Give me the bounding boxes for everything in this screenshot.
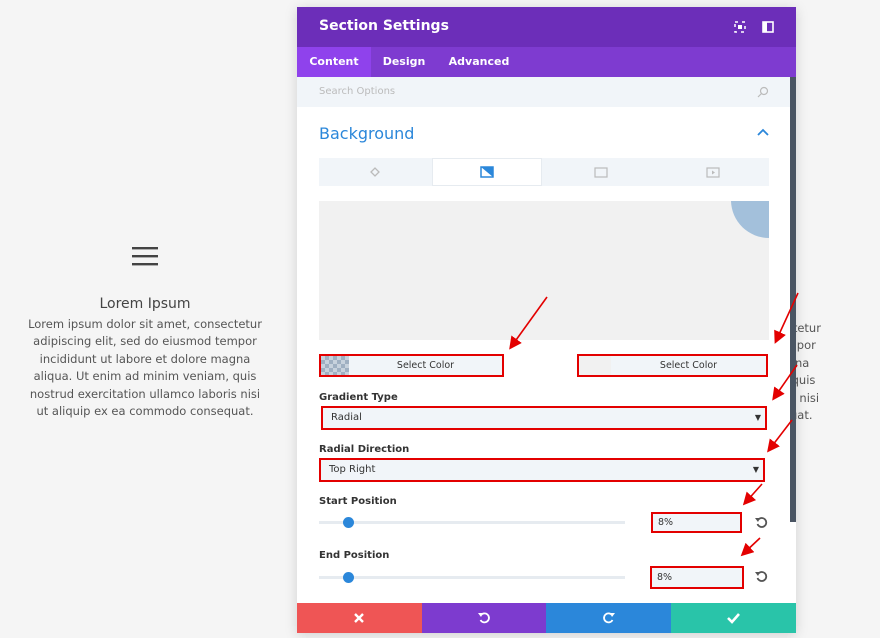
text-column: Lorem Ipsum Lorem ipsum dolor sit amet, … [25, 246, 265, 421]
tab[interactable]: Design [382, 55, 426, 68]
select-value: Radial [331, 412, 362, 423]
save-button[interactable] [671, 603, 796, 633]
redo-button[interactable] [546, 603, 671, 633]
color-picker[interactable]: Select Color [319, 354, 504, 377]
image-icon[interactable] [594, 166, 608, 178]
dock-icon[interactable] [762, 21, 774, 33]
cancel-button[interactable] [297, 603, 422, 633]
heading: Lorem Ipsum [99, 296, 191, 312]
tab-bar: Content Design Advanced [297, 47, 796, 77]
settings-modal: Section Settings Content Design Advanced… [297, 7, 796, 633]
search-icon [757, 86, 769, 98]
picker-label: Select Color [396, 360, 455, 371]
reset-icon[interactable] [755, 570, 768, 583]
color-picker[interactable]: Select Color [577, 354, 768, 377]
field-label: Start Position [319, 496, 397, 507]
search-placeholder: Search Options [319, 86, 396, 97]
color-swatch [579, 356, 611, 375]
search-bar[interactable]: Search Options [297, 77, 790, 107]
number-input[interactable]: 8% [650, 566, 744, 589]
menu-icon[interactable] [131, 246, 159, 268]
slider-thumb[interactable] [343, 517, 354, 528]
color-swatch [321, 356, 349, 375]
slider-track[interactable] [319, 576, 625, 579]
select[interactable]: Top Right ▼ [319, 458, 765, 482]
scrollbar[interactable] [790, 77, 796, 522]
modal-title: Section Settings [319, 18, 449, 34]
video-icon[interactable] [706, 166, 720, 178]
field-label: Radial Direction [319, 444, 410, 455]
select[interactable]: Radial ▼ [321, 406, 767, 430]
undo-button[interactable] [422, 603, 546, 633]
gradient-preview [319, 201, 769, 340]
bg-type-tabs [319, 158, 769, 186]
color-icon[interactable] [369, 166, 381, 178]
gradient-icon [480, 166, 494, 178]
select-value: Top Right [329, 464, 376, 475]
section-title[interactable]: Background [319, 124, 415, 143]
slider-thumb[interactable] [343, 572, 354, 583]
paragraph: Lorem ipsum dolor sit amet, consectetur … [28, 316, 262, 419]
tab[interactable]: Advanced [448, 55, 510, 68]
modal-header: Section Settings [297, 7, 796, 47]
tab[interactable]: Content [297, 47, 371, 77]
field-label: End Position [319, 550, 390, 561]
slider-track[interactable] [319, 521, 625, 524]
fullscreen-icon[interactable] [734, 21, 746, 33]
reset-icon[interactable] [755, 516, 768, 529]
number-input[interactable]: 8% [651, 512, 742, 533]
picker-label: Select Color [659, 360, 718, 371]
collapse-icon[interactable] [757, 128, 769, 136]
field-label: Gradient Type [319, 392, 398, 403]
